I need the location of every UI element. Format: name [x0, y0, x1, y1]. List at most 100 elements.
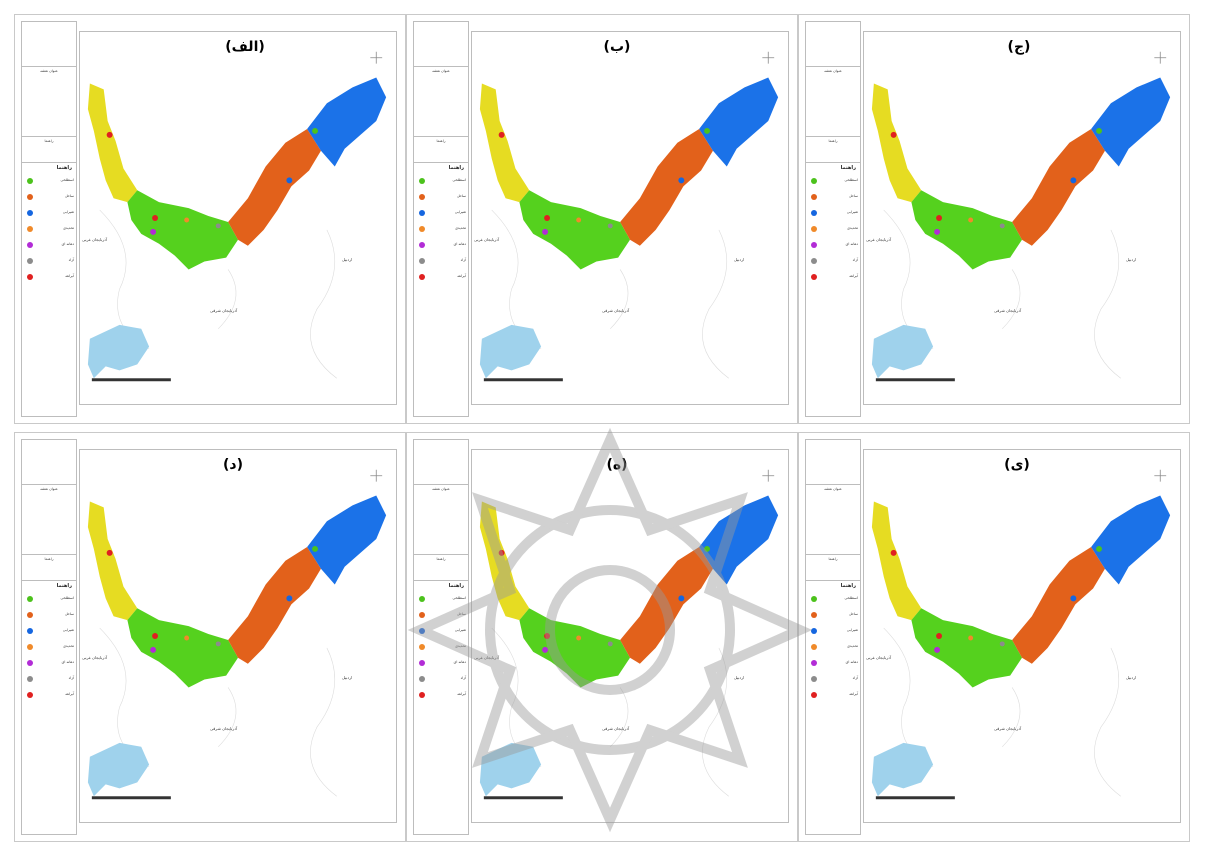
legend-items-box: راهنما اسطلخی ساحل شیرابی تحدیدی دهانه ا…: [414, 162, 468, 352]
legend-swatch: [811, 226, 817, 232]
legend-item: ساحل: [806, 608, 860, 624]
legend-swatch: [811, 676, 817, 682]
place-label-south: آذربایجان شرقی: [994, 308, 1022, 313]
legend-column: عنوان نقشه راهنما راهنما اسطلخی ساحل شیر…: [805, 21, 861, 417]
panel-label: (الف): [225, 39, 265, 55]
legend-items-box: راهنما اسطلخی ساحل شیرابی تحدیدی دهانه ا…: [806, 580, 860, 770]
legend-swatch: [811, 612, 817, 618]
map-info-text: عنوان نقشه: [824, 69, 842, 73]
legend-item: شیرابی: [22, 206, 76, 222]
legend-item: ساحل: [22, 190, 76, 206]
place-label-south: آذربایجان شرقی: [602, 308, 630, 313]
segment-blue: [307, 77, 387, 167]
legend-swatch: [811, 242, 817, 248]
legend-swatch: [419, 660, 425, 666]
legend-item-label: آزاد: [68, 676, 74, 680]
legend-swatch: [811, 258, 817, 264]
legend-item: ساحل: [22, 608, 76, 624]
panel-label: (د): [223, 457, 243, 473]
legend-swatch: [27, 644, 33, 650]
place-label-east: اردبیل: [734, 257, 745, 262]
legend-item: شیرابی: [414, 206, 468, 222]
place-label-east: اردبیل: [1126, 675, 1137, 680]
legend-swatch: [811, 194, 817, 200]
map-info-text: عنوان نقشه: [432, 69, 450, 73]
map-panel-3: عنوان نقشه راهنما راهنما اسطلخی ساحل شیر…: [798, 14, 1190, 424]
legend-item-label: دهانه ای: [453, 660, 466, 664]
legend-item-label: دهانه ای: [453, 242, 466, 246]
legend-info-box: عنوان نقشه: [414, 66, 468, 137]
legend-note-box: راهنما: [22, 136, 76, 163]
map-panel-1: عنوان نقشه راهنما راهنما اسطلخی ساحل شیر…: [14, 14, 406, 424]
legend-column: عنوان نقشه راهنما راهنما اسطلخی ساحل شیر…: [413, 21, 469, 417]
legend-info-box: عنوان نقشه: [22, 66, 76, 137]
legend-swatch: [811, 660, 817, 666]
legend-info-box: عنوان نقشه: [806, 66, 860, 137]
place-label-west: آذربایجان غربی: [866, 655, 892, 660]
legend-header-box: [806, 440, 860, 485]
panel-label: (ی): [1004, 457, 1030, 473]
legend-item-label: اسطلخی: [844, 596, 858, 600]
legend-swatch: [27, 628, 33, 634]
legend-title: راهنما: [448, 583, 464, 589]
legend-swatch: [419, 210, 425, 216]
legend-item: اسطلخی: [806, 592, 860, 608]
map-note-text: راهنما: [44, 557, 54, 561]
legend-item: تحدیدی: [22, 640, 76, 656]
legend-item-label: تحدیدی: [63, 226, 74, 230]
legend-swatch: [27, 226, 33, 232]
place-label-west: آذربایجان غربی: [82, 655, 108, 660]
legend-swatch: [419, 242, 425, 248]
legend-item-label: اسطلخی: [60, 596, 74, 600]
legend-item: اسطلخی: [22, 174, 76, 190]
legend-swatch: [811, 210, 817, 216]
legend-item-label: آزاد: [460, 676, 466, 680]
legend-item: ساحل: [414, 190, 468, 206]
legend-item-label: آبراهه: [457, 274, 466, 278]
legend-swatch: [27, 612, 33, 618]
legend-item: تحدیدی: [414, 222, 468, 238]
legend-title: راهنما: [840, 165, 856, 171]
legend-swatch: [419, 194, 425, 200]
map-info-text: عنوان نقشه: [40, 69, 58, 73]
legend-item-label: آبراهه: [65, 692, 74, 696]
legend-item: آزاد: [22, 672, 76, 688]
legend-item-label: اسطلخی: [60, 178, 74, 182]
legend-item-label: آبراهه: [65, 274, 74, 278]
map-panel-2: عنوان نقشه راهنما راهنما اسطلخی ساحل شیر…: [406, 14, 798, 424]
legend-column: عنوان نقشه راهنما راهنما اسطلخی ساحل شیر…: [805, 439, 861, 835]
legend-info-box: عنوان نقشه: [22, 484, 76, 555]
legend-item: دهانه ای: [806, 238, 860, 254]
legend-items-box: راهنما اسطلخی ساحل شیرابی تحدیدی دهانه ا…: [414, 580, 468, 770]
legend-column: عنوان نقشه راهنما راهنما اسطلخی ساحل شیر…: [413, 439, 469, 835]
legend-swatch: [419, 178, 425, 184]
legend-item: آزاد: [414, 254, 468, 270]
legend-item: اسطلخی: [806, 174, 860, 190]
legend-header-box: [414, 440, 468, 485]
legend-header-box: [22, 440, 76, 485]
legend-item-label: اسطلخی: [452, 596, 466, 600]
legend-swatch: [811, 628, 817, 634]
legend-item: آبراهه: [414, 270, 468, 286]
map-info-text: عنوان نقشه: [40, 487, 58, 491]
legend-item: تحدیدی: [414, 640, 468, 656]
place-label-west: آذربایجان غربی: [866, 237, 892, 242]
legend-item: شیرابی: [22, 624, 76, 640]
coastline-map: [479, 51, 779, 382]
legend-item-label: دهانه ای: [845, 242, 858, 246]
legend-swatch: [811, 596, 817, 602]
legend-item: تحدیدی: [806, 640, 860, 656]
legend-item-label: آزاد: [852, 676, 858, 680]
legend-swatch: [27, 194, 33, 200]
legend-items-box: راهنما اسطلخی ساحل شیرابی تحدیدی دهانه ا…: [22, 580, 76, 770]
legend-item: شیرابی: [806, 206, 860, 222]
legend-title: راهنما: [56, 583, 72, 589]
legend-item: آبراهه: [806, 270, 860, 286]
legend-title: راهنما: [840, 583, 856, 589]
legend-item-label: شیرابی: [62, 210, 74, 214]
legend-item-label: ساحل: [848, 194, 858, 198]
legend-item: ساحل: [806, 190, 860, 206]
legend-swatch: [419, 612, 425, 618]
map-note-text: راهنما: [436, 139, 446, 143]
legend-swatch: [811, 178, 817, 184]
